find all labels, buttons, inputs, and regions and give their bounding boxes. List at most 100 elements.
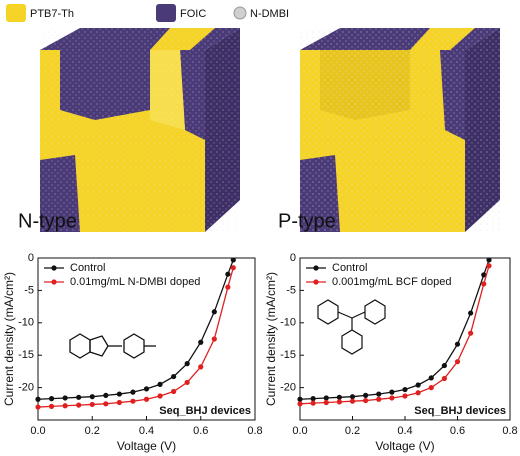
legend-swatch [6, 4, 26, 22]
y-tick-label: 0 [290, 252, 296, 264]
data-point [428, 375, 434, 381]
data-point [376, 396, 382, 402]
data-point [225, 271, 231, 277]
series-line [299, 265, 490, 405]
data-point [157, 381, 163, 387]
data-point [428, 385, 434, 391]
data-point [89, 401, 95, 408]
y-axis-label: Current density (mA/cm²) [264, 272, 278, 406]
series-line [299, 259, 490, 400]
x-tick-label: 0.6 [450, 425, 465, 437]
data-point [336, 394, 342, 400]
legend-label: 0.01mg/mL N-DMBI doped [70, 276, 200, 288]
legend-label: Control [332, 262, 367, 274]
data-point [323, 395, 329, 401]
data-point [297, 401, 303, 407]
data-point [171, 373, 177, 380]
data-point [184, 361, 190, 367]
x-tick-label: 0.4 [397, 425, 412, 437]
data-point [198, 364, 204, 370]
data-point [481, 281, 487, 287]
cube [300, 28, 500, 232]
data-point [297, 396, 303, 402]
data-point [376, 391, 382, 397]
legend-label: Control [70, 262, 105, 274]
y-tick-label: -5 [24, 284, 34, 296]
y-tick-label: 0 [28, 252, 34, 264]
data-point [310, 400, 316, 406]
x-tick-label: 0.0 [292, 425, 307, 437]
data-point [389, 389, 395, 395]
y-tick-label: -15 [18, 349, 34, 361]
data-point [48, 403, 55, 409]
x-axis-label: Voltage (V) [375, 439, 434, 453]
legend-marker [313, 265, 319, 271]
legend-label: FOIC [180, 8, 206, 20]
data-point [486, 263, 492, 269]
y-tick-label: -20 [18, 382, 34, 394]
data-point [389, 395, 395, 401]
x-tick-label: 0.8 [247, 425, 262, 437]
data-point [198, 339, 204, 345]
data-point [402, 393, 408, 399]
data-point [103, 401, 109, 407]
data-point [184, 379, 190, 386]
data-point [130, 389, 136, 395]
legend-label: PTB7-Th [30, 8, 74, 20]
data-point [143, 396, 150, 402]
molecule [317, 299, 386, 355]
x-tick-label: 0.4 [139, 425, 154, 437]
y-tick-label: -20 [280, 382, 296, 394]
data-point [349, 398, 356, 404]
data-point [323, 399, 329, 406]
legend-marker [313, 279, 319, 285]
data-point [468, 330, 474, 336]
legend-marker [51, 279, 57, 285]
data-point [454, 341, 461, 347]
y-axis-label: Current density (mA/cm²) [2, 272, 16, 406]
data-point [48, 396, 55, 402]
series-line [37, 259, 234, 400]
data-point [89, 394, 95, 400]
data-point [336, 399, 342, 405]
legend-swatch [156, 4, 176, 22]
x-tick-label: 0.2 [85, 425, 100, 437]
data-point [363, 397, 369, 404]
data-point [35, 396, 41, 402]
y-tick-label: -10 [280, 317, 296, 329]
data-point [143, 386, 150, 392]
data-point [415, 382, 421, 388]
data-point [157, 393, 163, 399]
data-point [468, 310, 474, 316]
data-point [349, 394, 356, 400]
data-point [116, 399, 122, 406]
x-tick-label: 0.6 [193, 425, 208, 437]
cube [40, 28, 240, 232]
legend-label: N-DMBI [250, 8, 289, 20]
molecule [69, 333, 156, 359]
panel-label: P-type [278, 210, 336, 232]
data-point [230, 257, 236, 263]
data-point [230, 265, 236, 271]
data-point [62, 395, 68, 401]
data-point [486, 257, 492, 263]
data-point [481, 272, 487, 278]
data-point [211, 309, 217, 315]
series-line [37, 267, 234, 408]
data-point [103, 392, 109, 398]
data-point [310, 396, 316, 402]
data-point [454, 359, 461, 365]
x-tick-label: 0.8 [502, 425, 517, 437]
y-tick-label: -5 [286, 284, 296, 296]
x-tick-label: 0.2 [345, 425, 360, 437]
data-point [62, 403, 68, 409]
x-axis-label: Voltage (V) [117, 439, 176, 453]
data-point [76, 394, 82, 400]
panel-label: N-type [18, 210, 77, 232]
data-point [76, 402, 82, 408]
data-point [116, 391, 122, 397]
legend-swatch [233, 6, 247, 20]
y-tick-label: -10 [18, 317, 34, 329]
data-point [441, 375, 447, 382]
